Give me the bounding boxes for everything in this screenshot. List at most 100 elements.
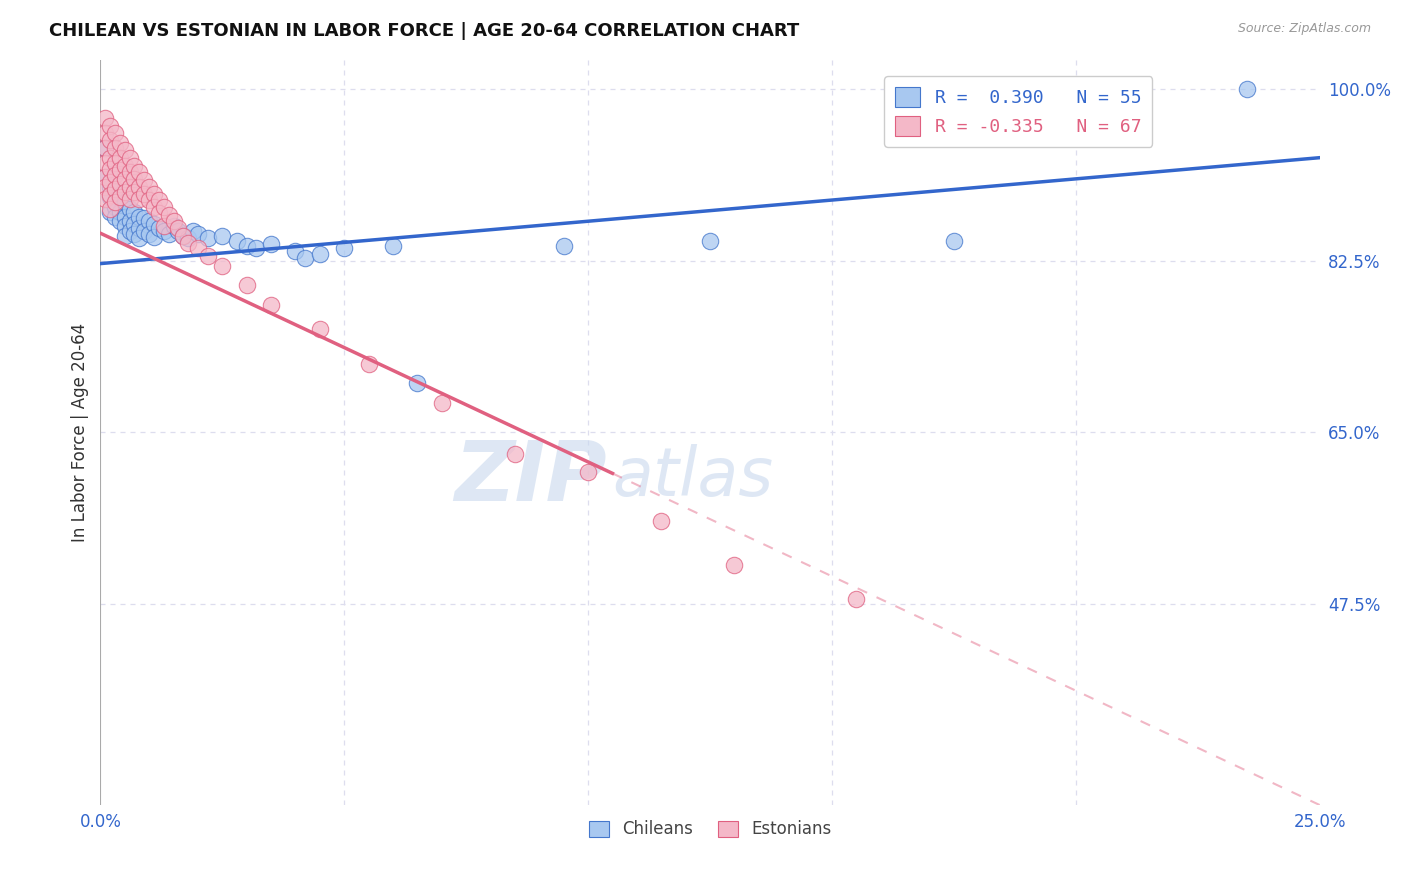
Point	[382, 239, 405, 253]
Point	[114, 159, 136, 173]
Text: CHILEAN VS ESTONIAN IN LABOR FORCE | AGE 20-64 CORRELATION CHART: CHILEAN VS ESTONIAN IN LABOR FORCE | AGE…	[49, 22, 800, 40]
Point	[98, 120, 121, 134]
Point	[723, 558, 745, 572]
Point	[108, 136, 131, 150]
Point	[148, 193, 170, 207]
Point	[108, 190, 131, 204]
Point	[181, 224, 204, 238]
Point	[98, 190, 121, 204]
Point	[114, 219, 136, 234]
Point	[98, 175, 121, 189]
Point	[124, 218, 146, 232]
Point	[138, 227, 160, 242]
Point	[1236, 82, 1258, 96]
Point	[148, 205, 170, 219]
Point	[98, 162, 121, 177]
Point	[152, 224, 174, 238]
Point	[94, 170, 117, 185]
Point	[128, 165, 150, 179]
Text: Source: ZipAtlas.com: Source: ZipAtlas.com	[1237, 22, 1371, 36]
Point	[211, 229, 233, 244]
Point	[406, 376, 429, 391]
Point	[108, 177, 131, 191]
Point	[167, 221, 190, 235]
Point	[143, 230, 166, 244]
Point	[143, 218, 166, 232]
Point	[134, 224, 156, 238]
Point	[128, 231, 150, 245]
Point	[284, 244, 307, 258]
Point	[114, 210, 136, 224]
Point	[104, 182, 127, 196]
Point	[104, 169, 127, 183]
Point	[108, 163, 131, 178]
Point	[187, 241, 209, 255]
Point	[124, 227, 146, 242]
Point	[108, 190, 131, 204]
Point	[124, 204, 146, 219]
Point	[553, 239, 575, 253]
Point	[172, 229, 194, 244]
Point	[98, 180, 121, 194]
Point	[211, 259, 233, 273]
Point	[430, 396, 453, 410]
Point	[118, 224, 141, 238]
Point	[167, 224, 190, 238]
Point	[94, 141, 117, 155]
Point	[138, 180, 160, 194]
Point	[94, 126, 117, 140]
Point	[114, 143, 136, 157]
Point	[128, 210, 150, 224]
Point	[104, 126, 127, 140]
Point	[94, 112, 117, 126]
Point	[260, 298, 283, 312]
Point	[333, 241, 356, 255]
Point	[118, 180, 141, 194]
Point	[104, 210, 127, 224]
Point	[162, 214, 184, 228]
Point	[108, 151, 131, 165]
Legend: Chileans, Estonians: Chileans, Estonians	[582, 814, 838, 845]
Point	[143, 186, 166, 201]
Point	[197, 249, 219, 263]
Point	[503, 447, 526, 461]
Point	[134, 186, 156, 201]
Point	[942, 234, 965, 248]
Point	[152, 200, 174, 214]
Point	[94, 141, 117, 155]
Point	[172, 229, 194, 244]
Point	[157, 227, 180, 242]
Point	[114, 194, 136, 209]
Point	[226, 234, 249, 248]
Point	[108, 214, 131, 228]
Point	[114, 185, 136, 199]
Text: ZIP: ZIP	[454, 436, 606, 517]
Point	[108, 204, 131, 219]
Point	[94, 170, 117, 185]
Point	[98, 133, 121, 147]
Point	[245, 241, 267, 255]
Point	[576, 465, 599, 479]
Point	[118, 202, 141, 216]
Point	[308, 247, 330, 261]
Point	[134, 173, 156, 187]
Point	[118, 214, 141, 228]
Point	[124, 172, 146, 186]
Point	[152, 219, 174, 234]
Point	[177, 235, 200, 250]
Point	[114, 172, 136, 186]
Point	[235, 278, 257, 293]
Point	[118, 165, 141, 179]
Point	[357, 357, 380, 371]
Point	[128, 221, 150, 235]
Point	[128, 192, 150, 206]
Point	[650, 514, 672, 528]
Point	[98, 202, 121, 216]
Y-axis label: In Labor Force | Age 20-64: In Labor Force | Age 20-64	[72, 323, 89, 541]
Point	[118, 151, 141, 165]
Point	[699, 234, 721, 248]
Point	[104, 185, 127, 199]
Point	[294, 251, 316, 265]
Point	[308, 322, 330, 336]
Point	[235, 239, 257, 253]
